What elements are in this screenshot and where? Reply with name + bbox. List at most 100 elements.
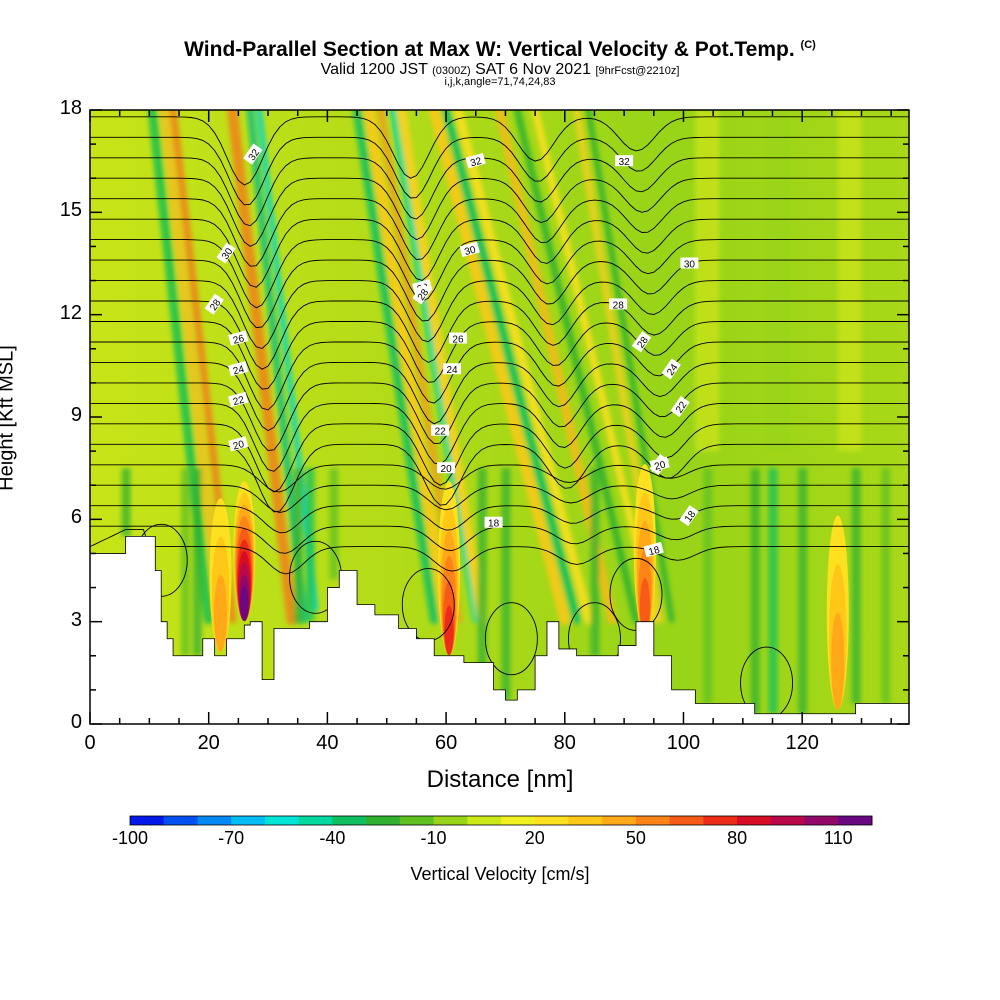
theta-contour-labels: 3232323030302828282826262824242422222220… — [204, 143, 699, 559]
velocity-band — [590, 468, 600, 656]
contour-label: 20 — [228, 436, 249, 453]
velocity-band — [329, 468, 339, 580]
theta-contour — [90, 382, 909, 451]
velocity-band — [881, 468, 891, 704]
contour-label: 24 — [228, 361, 249, 378]
contour-label-text: 32 — [469, 156, 483, 170]
updraft-core — [214, 575, 228, 652]
colorbar-swatch — [838, 816, 873, 825]
x-tick-label: 100 — [666, 732, 701, 754]
velocity-band — [768, 468, 778, 714]
updraft-core — [831, 612, 845, 710]
contour-label: 32 — [465, 153, 486, 170]
colorbar-label: Vertical Velocity [cm/s] — [410, 864, 590, 884]
theta-contour — [90, 443, 909, 513]
contour-label: 30 — [459, 241, 480, 258]
colorbar-swatch — [264, 816, 300, 825]
colorbar-swatch — [332, 816, 367, 825]
x-tick-label: 120 — [785, 732, 819, 754]
colorbar-swatch — [568, 816, 603, 825]
y-tick-label: 0 — [70, 711, 82, 733]
contour-label-text: 18 — [647, 545, 661, 559]
colorbar-tick-label: -10 — [420, 828, 447, 848]
velocity-band — [453, 110, 594, 625]
theta-contour — [90, 402, 909, 472]
contour-label: 28 — [631, 331, 652, 353]
colorbar-swatch — [433, 816, 468, 825]
theta-contour — [90, 529, 909, 575]
theta-contour — [90, 484, 909, 513]
y-tick-label: 6 — [70, 506, 82, 529]
contour-label: 18 — [484, 516, 503, 530]
colorbar-swatch — [602, 816, 637, 825]
x-tick-label: 60 — [434, 732, 458, 754]
velocity-band — [428, 110, 571, 625]
colorbar-swatch — [669, 816, 704, 825]
theta-contour — [90, 116, 909, 186]
y-tick-label: 9 — [70, 404, 82, 426]
colorbar-tick-label: 80 — [727, 828, 748, 848]
velocity-band — [477, 468, 487, 679]
theta-contour — [484, 602, 538, 676]
updraft-core — [639, 577, 650, 635]
colorbar-swatch — [501, 816, 536, 825]
velocity-band — [192, 468, 202, 656]
velocity-band — [121, 468, 131, 537]
contour-label: 18 — [679, 505, 699, 527]
velocity-band — [227, 110, 298, 625]
contour-label: 28 — [204, 293, 224, 315]
contour-label-text: 30 — [684, 260, 696, 271]
updraft-core — [444, 605, 454, 656]
y-tick-label: 12 — [59, 301, 82, 324]
theta-contour — [90, 361, 909, 432]
theta-contour — [90, 280, 909, 350]
contour-label: 30 — [216, 242, 236, 264]
theta-contour — [90, 198, 909, 267]
y-axis-label: Height [Kft MSL] — [0, 345, 18, 491]
colorbar-swatch — [737, 816, 772, 825]
theta-contour — [90, 341, 909, 411]
contour-label-text: 22 — [435, 427, 447, 438]
updraft-cores — [209, 464, 849, 710]
velocity-band — [441, 110, 582, 625]
colorbar-tick-label: -70 — [218, 828, 245, 848]
colorbar-swatch — [163, 816, 198, 825]
colorbar — [129, 815, 873, 826]
contour-label-text: 30 — [463, 244, 477, 258]
theta-contour — [90, 464, 909, 493]
velocity-band — [352, 110, 439, 625]
colorbar-swatch — [298, 816, 333, 825]
contour-label-text: 28 — [613, 300, 625, 311]
velocity-band — [798, 468, 808, 714]
colorbar-swatch — [804, 816, 839, 825]
contour-label-text: 20 — [232, 439, 246, 453]
theta-contour — [90, 136, 909, 206]
theta-contour — [90, 157, 909, 227]
chart-subsubtitle: i,j,k,angle=71,74,24,83 — [444, 76, 556, 88]
velocity-band — [397, 110, 487, 625]
theta-contour — [90, 300, 909, 370]
contour-label: 32 — [243, 143, 263, 165]
colorbar-tick-label: 50 — [625, 828, 646, 848]
colorbar-swatch — [130, 816, 165, 825]
theta-contour — [90, 505, 909, 534]
contour-label-text: 24 — [232, 364, 246, 378]
velocity-band — [305, 468, 315, 622]
theta-contour — [90, 321, 909, 390]
x-tick-label: 20 — [197, 732, 220, 754]
contour-label: 32 — [615, 155, 634, 168]
colorbar-swatch — [366, 816, 401, 825]
velocity-band — [513, 110, 640, 624]
velocity-band — [851, 468, 861, 704]
theta-contour — [90, 259, 909, 329]
chart-title: Wind-Parallel Section at Max W: Vertical… — [184, 38, 816, 61]
colorbar-swatch — [534, 816, 569, 825]
contour-label: 22 — [670, 395, 690, 418]
contour-label: 22 — [431, 424, 450, 438]
contour-label-text: 32 — [619, 157, 631, 168]
velocity-band — [159, 110, 226, 625]
colorbar-swatch — [635, 816, 671, 825]
theta-contour — [90, 423, 909, 493]
colorbar-swatch — [467, 816, 502, 825]
